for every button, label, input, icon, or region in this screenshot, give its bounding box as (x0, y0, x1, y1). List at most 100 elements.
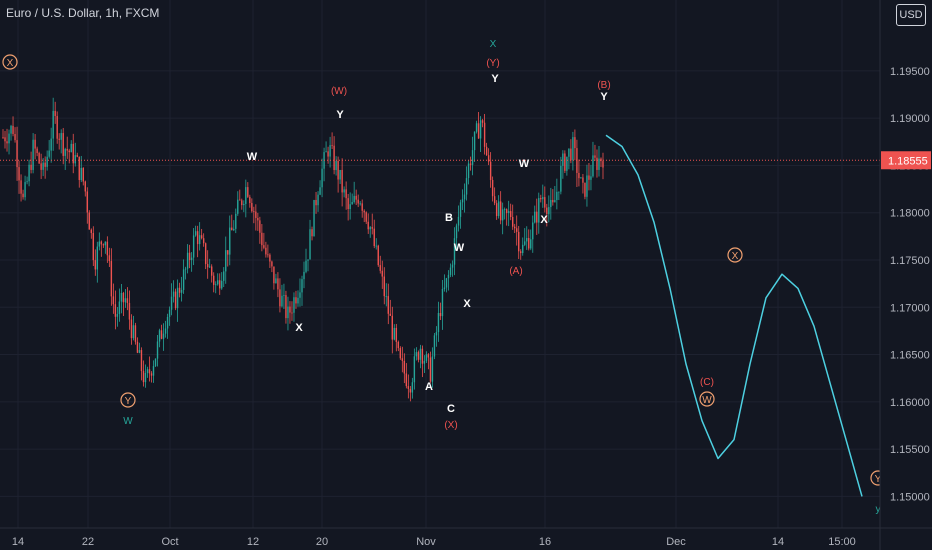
wave-label: X (295, 322, 303, 334)
candle-body (196, 231, 199, 245)
wave-label: C (447, 403, 455, 415)
candle-body (18, 167, 20, 181)
candle-body (50, 138, 52, 151)
candle-body (297, 297, 299, 304)
y-tick-label: 1.16000 (890, 397, 930, 409)
candle-body (291, 312, 293, 314)
candle-body (66, 149, 68, 151)
candle-body (363, 210, 365, 213)
candle-body (337, 160, 339, 180)
candle-body (219, 280, 221, 289)
candle-body (130, 319, 133, 339)
candle-body (289, 306, 291, 313)
candle-body (588, 175, 590, 180)
candle-body (136, 341, 139, 353)
candle-body (473, 131, 476, 151)
candle-body (329, 145, 331, 157)
candle-body (369, 227, 371, 230)
candle-body (349, 204, 351, 209)
candle-body (84, 181, 86, 192)
candle-body (2, 137, 4, 138)
wave-label: Y (491, 73, 499, 85)
candle-body (215, 284, 217, 286)
candle-body (584, 182, 586, 197)
candle-body (429, 357, 432, 382)
candle-body (26, 181, 28, 183)
candle-body (457, 216, 460, 226)
candle-body (204, 243, 207, 265)
candle-body (421, 348, 424, 364)
candle-body (401, 358, 404, 361)
candle-body (229, 227, 231, 255)
candle-body (491, 180, 494, 197)
candle-body (528, 238, 530, 249)
candle-body (544, 197, 546, 208)
candle-body (206, 264, 209, 268)
candle-body (333, 145, 335, 171)
candle-body (548, 207, 550, 215)
candle-body (301, 279, 303, 293)
candle-body (243, 203, 245, 206)
candle-body (592, 155, 594, 177)
candle-body (319, 187, 321, 195)
wave-label: X (463, 298, 471, 310)
candle-body (58, 138, 60, 140)
candle-body (96, 246, 99, 270)
candle-body (118, 301, 121, 315)
candle-body (100, 241, 103, 245)
candle-body (257, 217, 259, 221)
candle-body (522, 244, 524, 254)
candle-body (144, 372, 147, 383)
candle-body (253, 211, 255, 213)
candle-body (164, 328, 167, 334)
candle-body (493, 196, 496, 204)
candle-body (590, 176, 592, 180)
candle-body (564, 153, 566, 171)
wave-label: X (732, 251, 739, 262)
candle-body (231, 227, 233, 231)
candle-series (0, 97, 880, 402)
candle-body (28, 164, 30, 182)
candle-body (106, 241, 109, 256)
candle-body (423, 360, 426, 364)
currency-badge[interactable]: USD (896, 4, 926, 26)
candle-body (399, 348, 402, 359)
candle-body (313, 200, 315, 237)
wave-label: A (425, 381, 433, 393)
x-tick-label: Nov (416, 536, 436, 548)
wave-label-circle (2, 54, 18, 70)
candle-body (353, 195, 355, 202)
candle-body (186, 252, 189, 269)
candle-body (431, 356, 434, 382)
candle-body (182, 269, 185, 290)
candle-body (377, 245, 379, 266)
candle-body (437, 312, 440, 333)
candle-body (467, 163, 470, 179)
candle-body (62, 133, 64, 156)
candle-body (351, 201, 353, 205)
candle-body (60, 133, 62, 140)
x-axis-panel (0, 528, 880, 550)
candle-body (371, 227, 373, 229)
candle-body (602, 161, 604, 168)
candle-body (554, 200, 556, 203)
candle-body (265, 247, 267, 255)
candle-body (526, 238, 528, 242)
x-tick-label: Oct (161, 536, 178, 548)
candle-body (367, 221, 369, 230)
candle-body (293, 297, 295, 313)
candle-body (562, 153, 564, 166)
candle-body (54, 110, 56, 117)
candle-body (162, 333, 165, 339)
candle-body (259, 220, 261, 233)
candle-body (110, 261, 113, 297)
candle-body (221, 280, 223, 289)
candle-body (518, 231, 520, 252)
candle-body (98, 241, 101, 247)
candle-body (8, 133, 10, 144)
candle-body (505, 209, 508, 214)
y-tick-label: 1.17500 (890, 255, 930, 267)
candle-body (48, 150, 50, 157)
